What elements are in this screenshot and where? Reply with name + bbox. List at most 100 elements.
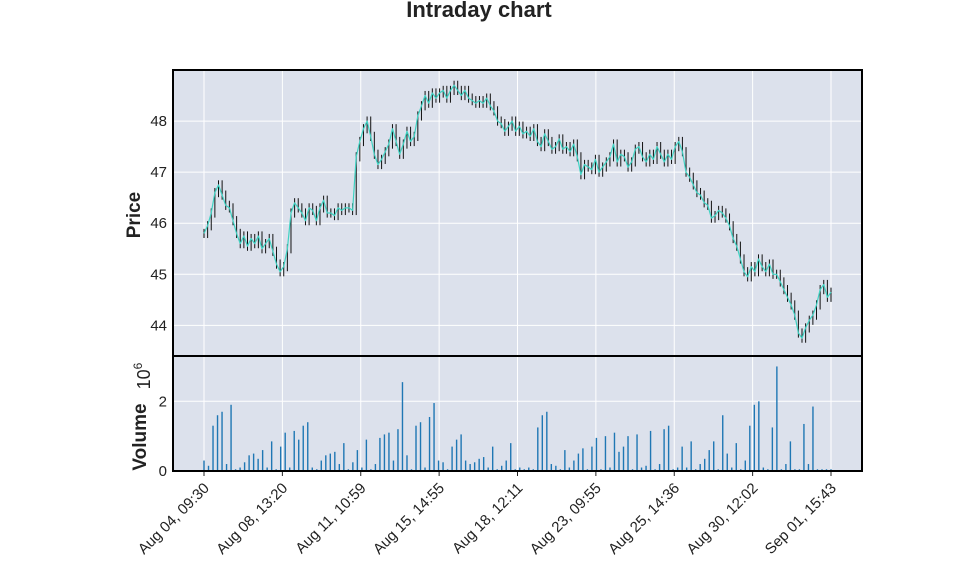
price-tick-label: 44 bbox=[150, 317, 167, 334]
volume-bar bbox=[225, 464, 228, 471]
volume-bar bbox=[298, 439, 300, 471]
volume-bar bbox=[771, 427, 774, 471]
volume-bar bbox=[735, 443, 737, 471]
volume-tick-label: 0 bbox=[159, 463, 167, 480]
volume-bar bbox=[433, 403, 435, 471]
volume-bar bbox=[762, 467, 765, 471]
x-tick-label: Aug 25, 14:36 bbox=[605, 480, 683, 558]
price-tick-label: 47 bbox=[150, 164, 167, 181]
volume-bar bbox=[397, 429, 399, 471]
volume-bar bbox=[546, 411, 548, 471]
volume-bar bbox=[577, 453, 580, 471]
volume-bar bbox=[519, 467, 521, 471]
volume-bar bbox=[776, 366, 778, 471]
volume-bar bbox=[568, 467, 571, 471]
volume-bar bbox=[216, 415, 219, 471]
volume-bar bbox=[261, 450, 264, 471]
x-tick-label: Sep 01, 15:43 bbox=[762, 480, 840, 558]
x-tick-label: Aug 08, 13:20 bbox=[213, 480, 291, 558]
volume-bar bbox=[812, 406, 814, 471]
volume-bar bbox=[252, 453, 255, 471]
volume-bar bbox=[591, 446, 593, 471]
volume-bar bbox=[550, 464, 553, 471]
volume-bar bbox=[469, 464, 471, 471]
volume-bar bbox=[564, 450, 566, 471]
volume-bar bbox=[658, 464, 661, 471]
volume-bar bbox=[681, 446, 683, 471]
volume-bar bbox=[622, 446, 625, 471]
volume-bar bbox=[329, 453, 332, 471]
volume-bar bbox=[676, 467, 679, 471]
volume-bar bbox=[311, 467, 313, 471]
volume-bar bbox=[379, 437, 381, 471]
x-tick-label: Aug 04, 09:30 bbox=[135, 480, 213, 558]
volume-bar bbox=[749, 425, 751, 471]
volume-bar bbox=[667, 425, 670, 471]
volume-bar bbox=[731, 467, 733, 471]
volume-bar bbox=[510, 443, 512, 471]
volume-bar bbox=[582, 448, 584, 471]
price-line bbox=[203, 84, 832, 339]
volume-bar bbox=[442, 462, 444, 471]
price-tick-label: 45 bbox=[150, 266, 167, 283]
price-tick-label: 46 bbox=[150, 215, 167, 232]
volume-bar bbox=[803, 423, 805, 471]
volume-bar bbox=[289, 467, 291, 471]
volume-bar bbox=[627, 436, 629, 471]
volume-bar bbox=[270, 441, 273, 471]
volume-bar bbox=[758, 401, 760, 471]
volume-panel-frame bbox=[172, 355, 863, 472]
volume-bar bbox=[257, 458, 259, 471]
volume-bar bbox=[388, 432, 390, 471]
x-tick-label: Aug 11, 10:59 bbox=[292, 480, 369, 557]
x-tick-label: Aug 30, 12:02 bbox=[683, 480, 761, 558]
volume-bar bbox=[392, 460, 395, 471]
volume-bar bbox=[663, 429, 665, 471]
volume-bar bbox=[356, 450, 359, 471]
volume-bar bbox=[451, 446, 453, 471]
x-tick-label: Aug 15, 14:55 bbox=[370, 480, 448, 558]
volume-bar bbox=[703, 458, 706, 471]
volume-bar bbox=[505, 460, 507, 471]
volume-bar bbox=[528, 467, 530, 471]
volume-bar bbox=[501, 465, 503, 471]
volume-bar bbox=[437, 460, 440, 471]
volume-bar bbox=[482, 457, 485, 471]
volume-bar bbox=[618, 451, 620, 471]
volume-bar bbox=[690, 441, 692, 471]
volume-bar bbox=[383, 434, 386, 471]
volume-bar bbox=[365, 439, 368, 471]
volume-bar bbox=[406, 455, 408, 471]
volume-bar bbox=[455, 439, 458, 471]
price-axis-label: Price bbox=[124, 192, 145, 238]
volume-bar bbox=[491, 446, 494, 471]
x-tick-label: Aug 18, 12:11 bbox=[449, 480, 526, 557]
volume-bar bbox=[460, 434, 462, 471]
volume-bar bbox=[212, 425, 214, 471]
volume-bar bbox=[807, 464, 810, 471]
volume-bar bbox=[789, 441, 792, 471]
volume-bar bbox=[307, 422, 309, 471]
volume-bar bbox=[338, 464, 341, 471]
volume-bar bbox=[595, 437, 598, 471]
volume-bar bbox=[609, 467, 611, 471]
volume-bar bbox=[487, 467, 489, 471]
volume-bar bbox=[320, 460, 322, 471]
volume-bar bbox=[424, 467, 426, 471]
volume-tick-label: 2 bbox=[159, 393, 167, 410]
volume-bar bbox=[573, 460, 575, 471]
volume-scale-label: 106 bbox=[131, 362, 154, 389]
volume-bar bbox=[334, 451, 336, 471]
volume-axis-label: Volume bbox=[130, 403, 151, 470]
volume-bar bbox=[361, 467, 363, 471]
volume-bar bbox=[415, 425, 417, 471]
volume-bar bbox=[753, 404, 756, 471]
volume-bar bbox=[473, 462, 476, 471]
x-tick-label: Aug 23, 09:55 bbox=[527, 480, 605, 558]
volume-bar bbox=[726, 453, 728, 471]
volume-bar bbox=[221, 411, 223, 471]
volume-bar bbox=[604, 436, 607, 471]
volume-bar bbox=[207, 465, 210, 471]
volume-bar bbox=[537, 427, 539, 471]
